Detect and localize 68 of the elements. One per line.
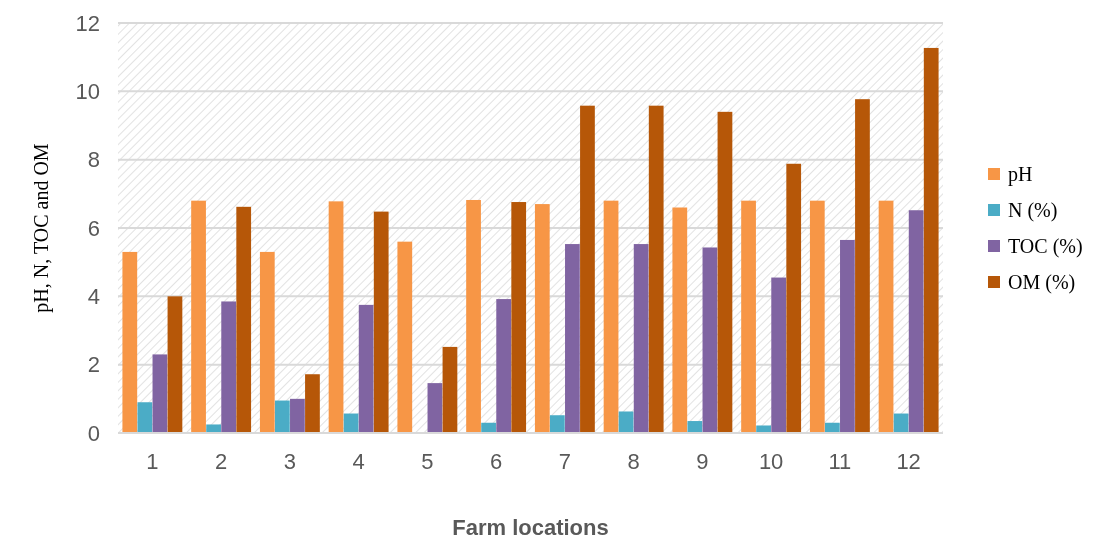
bar (855, 99, 870, 433)
legend-label: TOC (%) (1008, 235, 1083, 258)
bar (305, 374, 320, 433)
bar (534, 204, 550, 433)
bar (442, 346, 458, 433)
x-tick-label: 2 (215, 449, 228, 474)
bar (274, 400, 290, 433)
bar (206, 424, 221, 433)
bar (908, 210, 924, 433)
bar (137, 402, 153, 433)
bar (397, 241, 413, 433)
bar (466, 199, 481, 433)
y-tick-label: 8 (87, 147, 100, 173)
y-axis-title: pH, N, TOC and OM (30, 143, 53, 313)
bar (358, 304, 374, 433)
bar (771, 277, 787, 433)
bar (152, 354, 168, 433)
bar (191, 200, 206, 433)
bar (618, 411, 634, 433)
bar (549, 415, 565, 433)
x-tick-label: 11 (828, 449, 852, 474)
bar (221, 301, 237, 433)
x-axis-title: Farm locations (452, 515, 609, 540)
x-tick-label: 5 (421, 449, 434, 474)
x-tick-label: 10 (758, 449, 784, 474)
x-tick-label: 12 (896, 449, 921, 474)
bar (167, 296, 183, 433)
x-tick-label: 7 (558, 449, 571, 474)
y-tick-label: 6 (87, 215, 100, 241)
bar (840, 239, 855, 433)
bar (741, 200, 756, 433)
y-tick-label: 10 (75, 79, 100, 105)
bar (511, 202, 527, 433)
bar (786, 163, 802, 433)
legend-label: pH (1008, 163, 1033, 186)
bar (702, 247, 718, 433)
x-tick-label: 1 (146, 449, 159, 474)
bar (687, 421, 703, 433)
bar (648, 105, 664, 433)
x-tick-label: 6 (490, 449, 503, 474)
legend-label: OM (%) (1008, 271, 1076, 294)
bar (496, 299, 512, 433)
legend-label: N (%) (1008, 199, 1058, 222)
x-tick-label: 8 (627, 449, 640, 474)
bar (756, 425, 771, 433)
bar (328, 201, 344, 433)
y-tick-label: 4 (87, 284, 100, 310)
bar (427, 383, 443, 433)
bar (580, 105, 595, 433)
bar (633, 244, 649, 433)
bar (672, 207, 688, 433)
bar (236, 206, 252, 433)
y-tick-label: 12 (75, 10, 100, 36)
bar (259, 251, 275, 433)
x-tick-label: 3 (283, 449, 296, 474)
y-tick-label: 0 (87, 420, 100, 446)
bar (122, 251, 138, 433)
y-tick-label: 2 (87, 352, 100, 378)
bar (603, 200, 619, 433)
bar (565, 244, 580, 433)
x-tick-label: 9 (696, 449, 709, 474)
bar (290, 398, 305, 433)
bar (878, 200, 894, 433)
x-tick-label: 4 (352, 449, 365, 474)
bar (717, 111, 733, 433)
bar (809, 200, 825, 433)
bar (373, 211, 389, 433)
bar (923, 47, 939, 433)
